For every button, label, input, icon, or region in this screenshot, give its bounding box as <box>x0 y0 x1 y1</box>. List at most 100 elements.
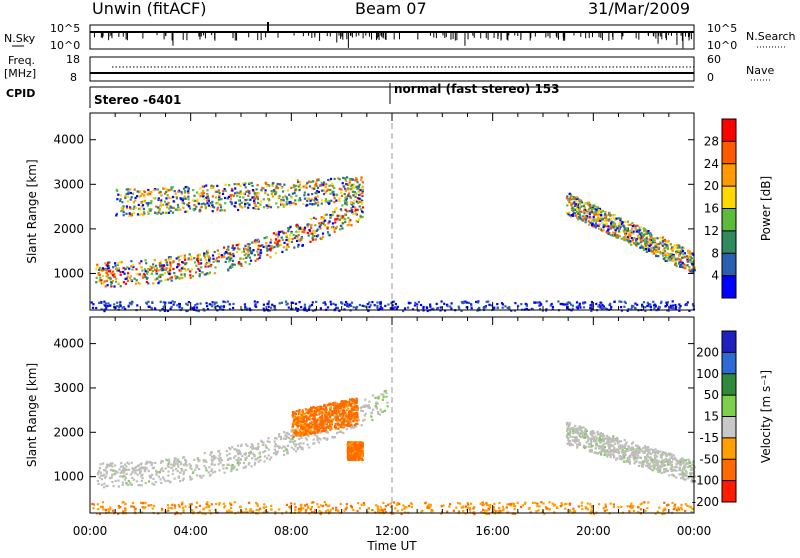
echo-pixel <box>192 275 194 277</box>
echo-pixel <box>283 199 285 201</box>
echo-pixel <box>599 220 601 222</box>
echo-pixel <box>241 444 243 446</box>
echo-pixel <box>306 204 308 206</box>
echo-pixel <box>436 303 438 305</box>
echo-pixel <box>630 224 632 226</box>
echo-pixel <box>670 253 672 255</box>
echo-pixel <box>271 193 273 195</box>
echo-pixel <box>578 199 580 201</box>
echo-pixel <box>604 307 606 309</box>
echo-pixel <box>195 464 197 466</box>
echo-pixel <box>246 199 248 201</box>
echo-pixel <box>376 403 378 405</box>
echo-pixel <box>233 448 235 450</box>
echo-pixel <box>251 443 253 445</box>
echo-pixel <box>148 191 150 193</box>
nave-label: Nave <box>746 64 774 77</box>
echo-pixel <box>141 269 143 271</box>
echo-pixel <box>102 267 104 269</box>
echo-pixel <box>340 404 342 406</box>
echo-pixel <box>171 280 173 282</box>
echo-pixel <box>169 258 171 260</box>
echo-pixel <box>625 237 627 239</box>
echo-pixel <box>173 460 175 462</box>
echo-pixel <box>178 306 180 308</box>
echo-pixel <box>376 301 378 303</box>
echo-pixel <box>620 306 622 308</box>
echo-pixel <box>478 307 480 309</box>
echo-pixel <box>265 245 267 247</box>
y-tick-label: 4000 <box>53 133 84 147</box>
echo-pixel <box>300 306 302 308</box>
echo-pixel <box>338 200 340 202</box>
echo-pixel <box>610 218 612 220</box>
echo-pixel <box>293 436 295 438</box>
echo-pixel <box>655 251 657 253</box>
echo-pixel <box>309 203 311 205</box>
echo-pixel <box>170 463 172 465</box>
echo-pixel <box>169 481 171 483</box>
echo-pixel <box>269 458 271 460</box>
echo-pixel <box>648 238 650 240</box>
echo-pixel <box>257 202 259 204</box>
echo-pixel <box>205 467 207 469</box>
echo-pixel <box>666 260 668 262</box>
echo-pixel <box>337 427 339 429</box>
nsearch-tick-bottom: 10^0 <box>707 39 737 52</box>
echo-pixel <box>231 446 233 448</box>
echo-pixel <box>136 304 138 306</box>
echo-pixel <box>213 458 215 460</box>
echo-pixel <box>630 244 632 246</box>
echo-pixel <box>259 257 261 259</box>
echo-pixel <box>607 225 609 227</box>
echo-pixel <box>386 402 388 404</box>
echo-pixel <box>343 404 345 406</box>
echo-pixel <box>297 417 299 419</box>
echo-pixel <box>123 214 125 216</box>
echo-pixel <box>132 193 134 195</box>
echo-pixel <box>385 392 387 394</box>
echo-pixel <box>332 437 334 439</box>
echo-pixel <box>322 426 324 428</box>
echo-pixel <box>256 258 258 260</box>
echo-pixel <box>266 457 268 459</box>
echo-pixel <box>289 204 291 206</box>
echo-pixel <box>177 460 179 462</box>
echo-pixel <box>165 459 167 461</box>
echo-pixel <box>182 207 184 209</box>
echo-pixel <box>326 438 328 440</box>
echo-pixel <box>308 198 310 200</box>
echo-pixel <box>267 207 269 209</box>
echo-pixel <box>188 205 190 207</box>
echo-pixel <box>259 252 261 254</box>
echo-pixel <box>350 414 352 416</box>
echo-pixel <box>314 232 316 234</box>
echo-pixel <box>225 261 227 263</box>
echo-pixel <box>179 480 181 482</box>
echo-pixel <box>303 413 305 415</box>
echo-pixel <box>381 410 383 412</box>
echo-pixel <box>357 449 359 451</box>
echo-pixel <box>178 263 180 265</box>
echo-pixel <box>628 224 630 226</box>
echo-pixel <box>224 301 226 303</box>
echo-pixel <box>214 464 216 466</box>
echo-pixel <box>574 205 576 207</box>
echo-pixel <box>239 203 241 205</box>
echo-pixel <box>583 203 585 205</box>
echo-pixel <box>339 430 341 432</box>
echo-pixel <box>348 401 350 403</box>
echo-pixel <box>150 200 152 202</box>
echo-pixel <box>177 465 179 467</box>
echo-pixel <box>156 472 158 474</box>
echo-pixel <box>299 301 301 303</box>
echo-pixel <box>657 255 659 257</box>
echo-pixel <box>292 411 294 413</box>
echo-pixel <box>264 237 266 239</box>
echo-pixel <box>104 262 106 264</box>
echo-pixel <box>601 222 603 224</box>
echo-pixel <box>141 474 143 476</box>
echo-pixel <box>119 468 121 470</box>
echo-pixel <box>299 422 301 424</box>
echo-pixel <box>287 445 289 447</box>
